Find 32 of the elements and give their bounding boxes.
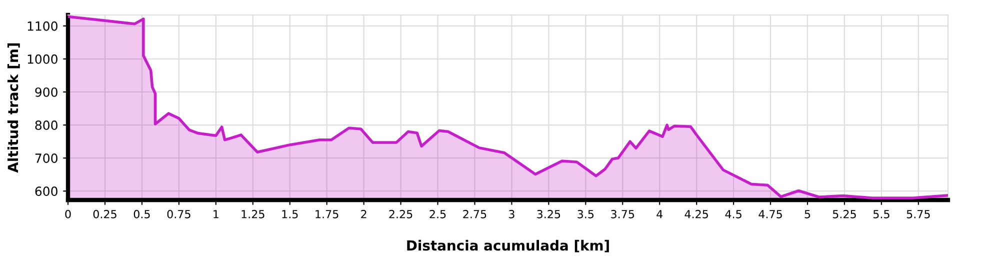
- x-tick-label: 1: [214, 210, 218, 218]
- x-tick-label: 5.75: [906, 210, 930, 218]
- x-tick-label: 3.5: [578, 210, 594, 218]
- x-tick-label: 2: [361, 210, 366, 218]
- x-tick-label: 0.25: [93, 210, 116, 218]
- x-tick-label: 3.75: [611, 210, 634, 218]
- x-tick-label: 1.75: [316, 210, 338, 218]
- y-tick-label: 900: [35, 87, 58, 97]
- x-tick-label: 0.75: [167, 210, 190, 218]
- x-tick-label: 1.25: [242, 210, 264, 218]
- x-tick-label: 1.5: [282, 210, 298, 218]
- y-tick-label: 1000: [28, 54, 58, 64]
- x-tick-label: 0: [65, 210, 71, 218]
- x-tick-label: 4.25: [684, 210, 708, 218]
- x-tick-label: 2.25: [389, 210, 412, 218]
- y-axis-title: Altitud track [m]: [7, 43, 20, 173]
- y-tick-label: 600: [35, 186, 58, 196]
- x-tick-label: 2.75: [463, 210, 486, 218]
- x-tick-label: 2.5: [430, 210, 446, 218]
- y-tick-label: 800: [35, 120, 58, 130]
- x-axis-title: Distancia acumulada [km]: [407, 240, 609, 252]
- x-tick-label: 4.75: [758, 210, 782, 218]
- y-tick-label: 700: [35, 154, 58, 163]
- x-tick-label: 0.5: [134, 210, 150, 218]
- x-tick-label: 4: [656, 210, 663, 218]
- x-tick-label: 3: [509, 210, 514, 218]
- x-tick-label: 4.5: [725, 210, 742, 218]
- y-tick-label: 1100: [28, 21, 58, 31]
- x-tick-label: 3.25: [537, 210, 560, 218]
- x-tick-label: 5.25: [832, 210, 856, 218]
- x-tick-label: 5.5: [873, 210, 890, 218]
- x-tick-label: 5: [804, 210, 810, 218]
